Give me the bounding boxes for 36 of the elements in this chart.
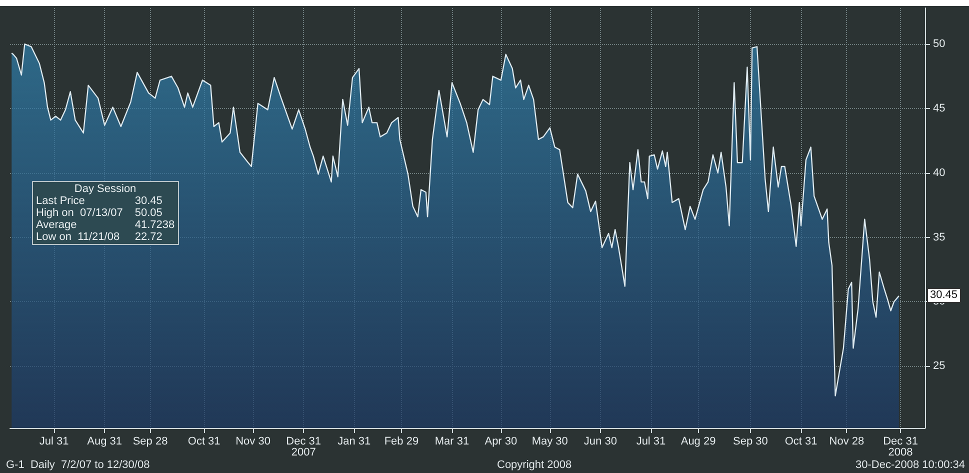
annotation: Average xyxy=(36,219,78,231)
annotation: Day Session xyxy=(73,183,138,195)
x-tick-label: Jul 31 xyxy=(636,436,666,448)
annotation: 41.7238 xyxy=(134,219,175,231)
x-tick-label: Sep 30 xyxy=(733,436,768,448)
text: 30-Dec-2008 10:00:34 xyxy=(856,458,965,473)
y-tick-label: 50 xyxy=(933,38,946,50)
x-tick-label: Dec 31 2008 xyxy=(883,436,918,458)
text: G-1 Daily 7/2/07 to 12/30/08 xyxy=(6,458,150,473)
x-tick-label: Nov 30 xyxy=(236,436,270,448)
x-tick-label: Oct 31 xyxy=(784,436,818,448)
x-tick-label: Mar 31 xyxy=(434,436,470,448)
y-tick-label: 45 xyxy=(933,102,946,114)
annotation: 22.72 xyxy=(134,231,164,243)
x-tick-label: Jun 30 xyxy=(584,436,617,448)
text: Copyright 2008 xyxy=(497,458,572,473)
annotation: High on 07/13/07 xyxy=(36,207,123,219)
annotation: 50.05 xyxy=(134,207,164,219)
y-tick-label: 40 xyxy=(933,166,946,179)
x-tick-label: Feb 29 xyxy=(384,436,419,448)
annotation: Low on 11/21/08 xyxy=(36,231,121,243)
x-tick-label: Jan 31 xyxy=(338,436,371,448)
annotation: 30.45 xyxy=(134,195,164,207)
x-tick-label: Aug 29 xyxy=(680,436,716,448)
annotation: 30.45 xyxy=(927,288,961,303)
y-tick-label: 35 xyxy=(933,231,946,244)
y-tick-label: 25 xyxy=(933,360,946,372)
x-tick-label: Jul 31 xyxy=(39,436,69,448)
x-tick-label: Dec 31 2007 xyxy=(286,436,322,458)
x-tick-label: May 30 xyxy=(532,436,568,448)
x-tick-label: Aug 31 xyxy=(87,436,122,448)
x-tick-label: Nov 28 xyxy=(829,436,864,448)
x-tick-label: Oct 31 xyxy=(188,436,220,448)
x-tick-label: Sep 28 xyxy=(132,436,168,448)
annotation: Last Price xyxy=(36,195,86,207)
x-tick-label: Apr 30 xyxy=(484,436,518,448)
